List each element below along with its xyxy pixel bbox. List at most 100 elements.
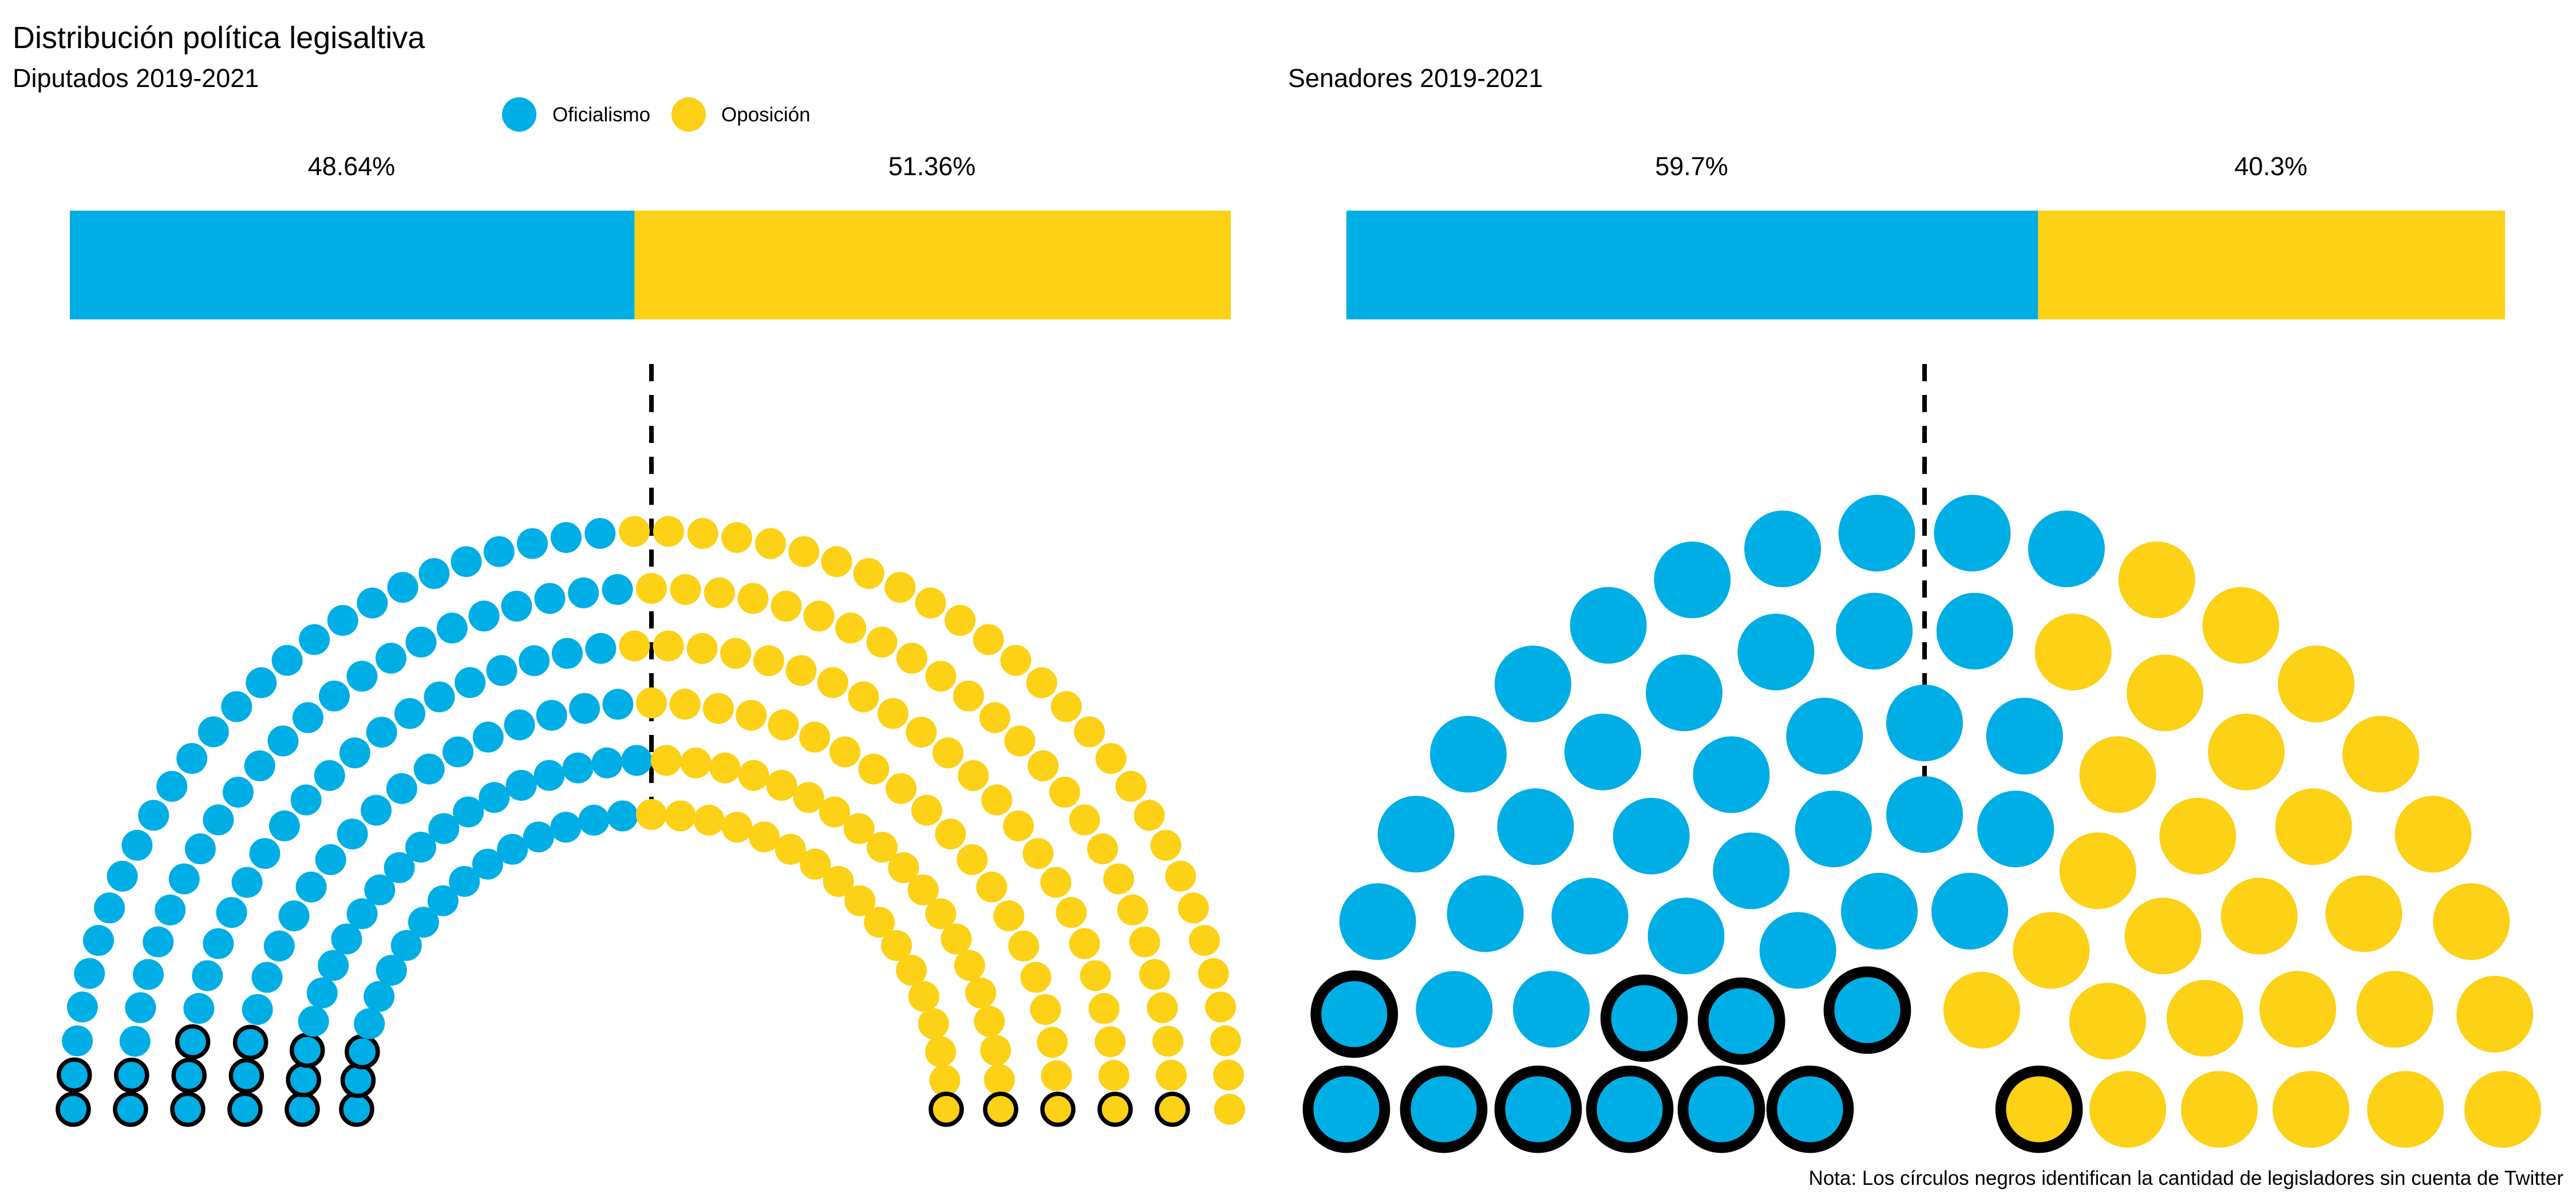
diputados-seat-oposicion: [793, 782, 824, 813]
diputados-seat-oposicion: [702, 693, 734, 724]
diputados-seat-oposicion: [1049, 777, 1080, 808]
diputados-seat-oficialismo: [455, 667, 486, 698]
diputados-seat-oposicion: [974, 1006, 1005, 1037]
senadores-seat-oficialismo: [1838, 495, 1915, 572]
diputados-seat-oposicion: [848, 681, 879, 713]
diputados-seat-oposicion: [965, 977, 997, 1009]
diputados-seat-oposicion: [636, 799, 667, 830]
senadores-seat-oficialismo: [1600, 974, 1688, 1062]
legend-label-oposicion: Oposición: [721, 104, 811, 126]
senadores-seat-oficialismo: [1977, 790, 2055, 868]
senadores-seat-oposicion: [2159, 797, 2237, 875]
diputados-seat-oficialismo: [133, 959, 164, 990]
diputados-seat-oficialismo: [337, 819, 368, 850]
diputados-seat-oposicion: [766, 770, 797, 801]
senadores-seat-oposicion: [2059, 832, 2136, 910]
diputados-seat-oposicion: [736, 699, 767, 731]
diputados-seat-oficialismo: [346, 661, 378, 692]
diputados-seat-oficialismo: [468, 600, 500, 632]
senadores-seat-oposicion: [2395, 796, 2472, 873]
diputados-seat-oficialismo: [591, 747, 623, 778]
footnote: Nota: Los círculos negros identifican la…: [1809, 1167, 2564, 1189]
senadores-seat-oficialismo: [1795, 790, 1872, 868]
senadores-seat-oficialismo: [1737, 614, 1815, 691]
diputados-seat-oposicion: [1210, 1025, 1241, 1057]
chart-title: Distribución política legisaltiva: [13, 21, 425, 55]
diputados-seat-oposicion: [1026, 667, 1057, 698]
diputados-seat-oficialismo: [405, 832, 436, 863]
diputados-seat-oposicion: [945, 604, 976, 636]
senadores-seat-oficialismo: [1494, 645, 1571, 722]
senadores-seat-oposicion: [2275, 788, 2352, 865]
diputados-seat-oficialismo: [183, 993, 215, 1024]
diputados-seat-oposicion: [709, 752, 741, 784]
diputados-seat-oposicion: [933, 737, 964, 769]
diputados-seat-oposicion: [1152, 1026, 1184, 1057]
diputados-seat-oficialismo: [83, 925, 114, 956]
diputados-seat-oposicion: [1056, 897, 1087, 928]
diputados-seat-oposicion: [1087, 833, 1119, 864]
diputados-seat-oposicion: [973, 624, 1004, 655]
diputados-seat-oficialismo: [357, 587, 388, 619]
diputados-seat-oficialismo: [428, 813, 460, 844]
senadores-seat-oficialismo: [1931, 872, 2008, 950]
diputados-seat-oficialismo: [125, 992, 156, 1023]
diputados-seat-oposicion: [819, 796, 850, 828]
diputados-seat-oficialismo: [228, 1058, 264, 1094]
diputados-seat-oficialismo: [501, 591, 532, 622]
pct-label-diputados-oficialismo: 48.64%: [308, 152, 396, 181]
senadores-seat-oposicion: [1995, 1065, 2083, 1153]
diputados-seat-oficialismo: [221, 691, 252, 722]
senadores-seat-oficialismo: [1713, 832, 1790, 910]
diputados-seat-oficialismo: [376, 955, 407, 986]
diputados-seat-oposicion: [886, 773, 917, 804]
diputados-seat-oficialismo: [479, 782, 510, 813]
diputados-seat-oficialismo: [345, 1034, 380, 1070]
diputados-seat-oposicion: [1198, 958, 1229, 989]
diputados-seat-oficialismo: [175, 1024, 211, 1059]
senadores-seat-oficialismo: [1310, 970, 1398, 1058]
diputados-seat-oficialismo: [319, 681, 350, 711]
senadores-seat-oposicion: [2013, 912, 2090, 989]
diputados-seat-oficialismo: [483, 536, 515, 567]
senadores-seat-oposicion: [2202, 587, 2279, 664]
diputados-seat-oficialismo: [497, 833, 528, 865]
diputados-seat-oposicion: [704, 577, 735, 608]
diputados-seat-oficialismo: [314, 760, 345, 791]
diputados-seat-oficialismo: [290, 784, 322, 816]
senadores-seat-oficialismo: [1986, 698, 2063, 774]
diputados-seat-oficialismo: [184, 833, 216, 864]
pct-label-diputados-oposicion: 51.36%: [888, 152, 976, 181]
senadores-seat-oposicion: [2221, 877, 2298, 955]
diputados-seat-oposicion: [918, 1008, 949, 1039]
legend-swatch-oficialismo: [502, 97, 536, 132]
diputados-seat-oficialismo: [568, 577, 599, 608]
senadores-seat-oficialismo: [1302, 1065, 1390, 1153]
diputados-seat-oficialismo: [298, 1006, 329, 1037]
diputados-seat-oposicion: [925, 661, 957, 692]
diputados-seat-oficialismo: [192, 960, 223, 991]
diputados-seat-oficialismo: [390, 930, 422, 961]
diputados-seat-oposicion: [881, 930, 912, 961]
diputados-seat-oposicion: [853, 558, 884, 589]
diputados-seat-oficialismo: [143, 926, 174, 958]
senadores-seat-oficialismo: [1646, 654, 1722, 732]
diputados-seat-oposicion: [1165, 860, 1196, 892]
diputados-seat-oposicion: [1095, 1026, 1126, 1058]
diputados-seat-oposicion: [720, 638, 752, 669]
diputados-seat-oposicion: [958, 760, 989, 791]
diputados-seat-oficialismo: [366, 717, 397, 748]
senadores-seat-oposicion: [2079, 736, 2156, 813]
diputados-seat-oposicion: [1030, 994, 1061, 1025]
diputados-share-segment-oposicion: [634, 211, 1231, 319]
diputados-seat-oposicion: [1150, 829, 1182, 861]
diputados-seat-oposicion: [1069, 928, 1100, 959]
senadores-seat-oficialismo: [1339, 883, 1416, 960]
senadores-hemicycle: [1302, 495, 2541, 1153]
senadores-share-bar: [1346, 211, 2505, 319]
diputados-seat-oficialismo: [551, 638, 583, 669]
diputados-seat-oficialismo: [621, 745, 653, 776]
diputados-seat-oficialismo: [331, 923, 362, 955]
subtitle-diputados: Diputados 2019-2021: [13, 64, 259, 93]
